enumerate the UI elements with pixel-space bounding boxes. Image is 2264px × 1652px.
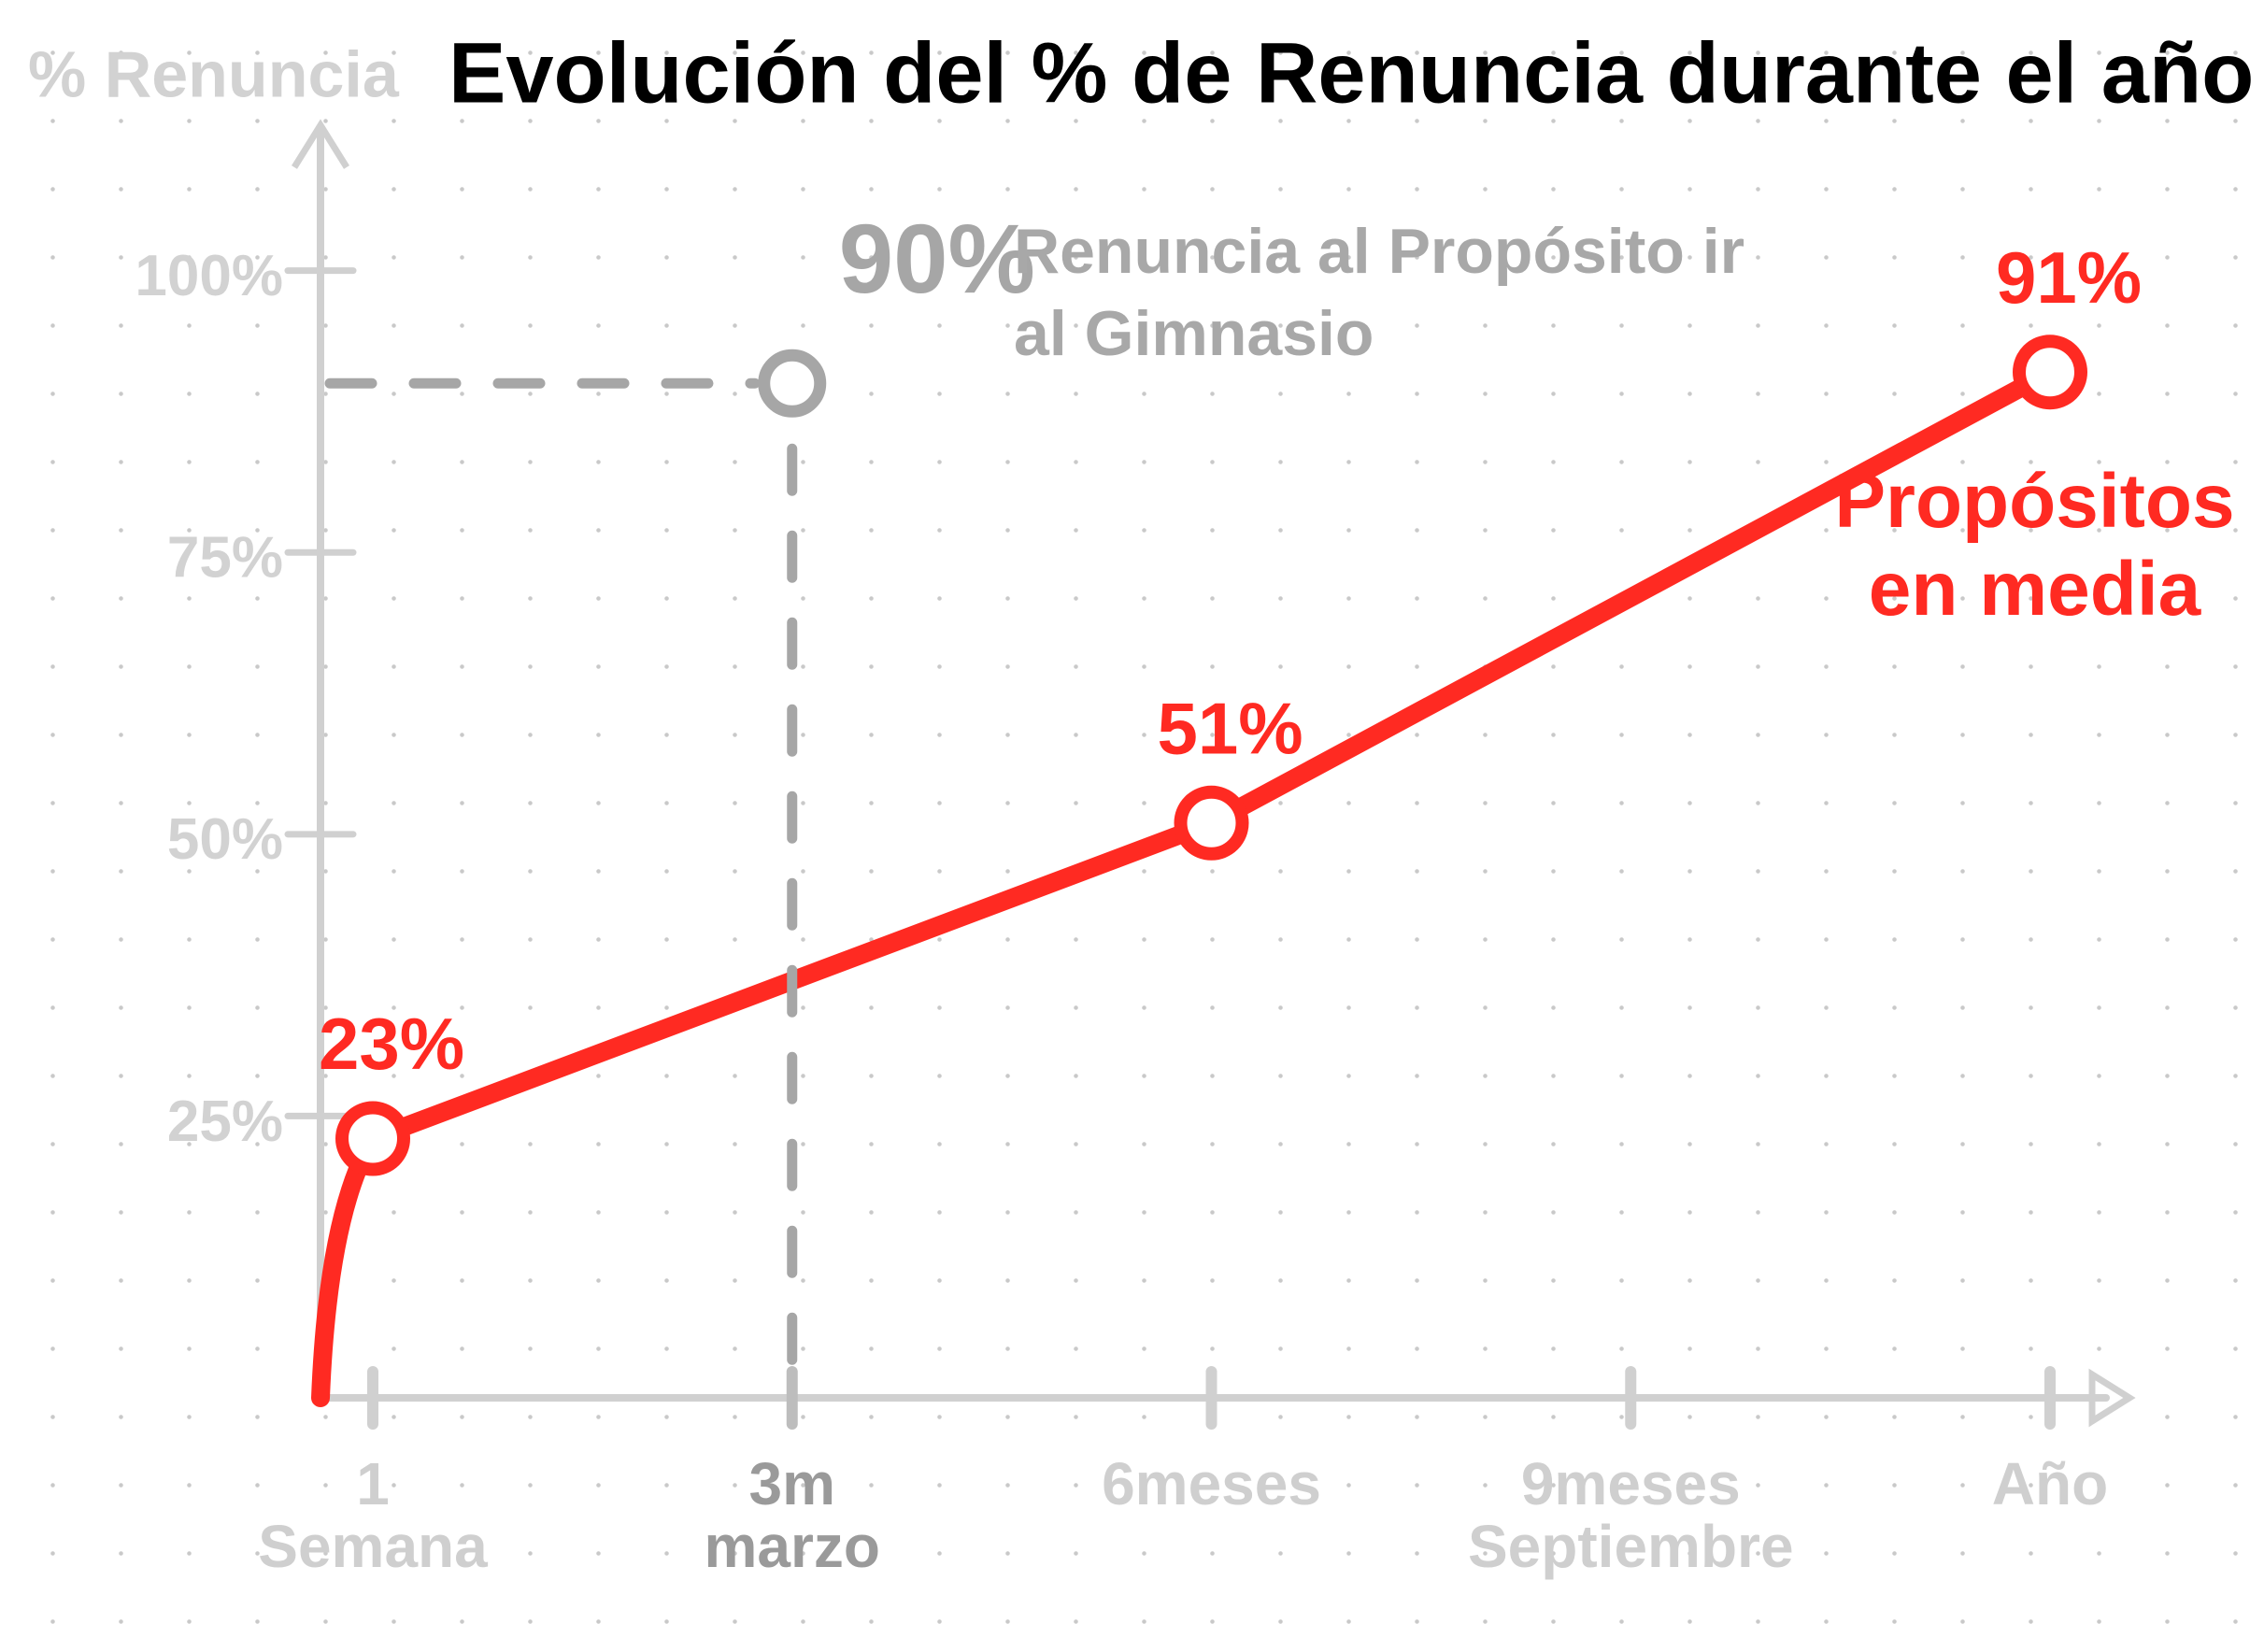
x-axis-arrow bbox=[2088, 1368, 2136, 1428]
value-label: 51% bbox=[1157, 687, 1303, 769]
value-label: 90% bbox=[839, 205, 1035, 314]
y-axis-label: % Renuncia bbox=[28, 37, 400, 110]
point bbox=[2013, 335, 2087, 410]
y-axis-arrow bbox=[292, 119, 349, 169]
value-label: 23% bbox=[319, 1003, 464, 1085]
annotation: Renuncia al Propósito ir al Gimnasio bbox=[1014, 216, 1745, 370]
y-tick-label: 50% bbox=[167, 807, 283, 872]
x-tick-label: 1 Semana bbox=[258, 1450, 488, 1581]
point bbox=[758, 349, 827, 418]
x-tick-label: Año bbox=[1991, 1450, 2109, 1517]
x-tick-label: 9meses Septiembre bbox=[1467, 1450, 1794, 1581]
value-label: 91% bbox=[1996, 236, 2142, 319]
legend-label: Propósitos en media bbox=[1834, 459, 2235, 633]
point bbox=[335, 1101, 410, 1176]
x-tick-label: 3m marzo bbox=[704, 1450, 881, 1581]
chart-title: Evolución del % de Renuncia durante el a… bbox=[449, 25, 2254, 121]
lead-in bbox=[311, 1129, 382, 1407]
x-tick-label: 6meses bbox=[1102, 1450, 1321, 1517]
y-tick-label: 75% bbox=[167, 526, 283, 591]
y-tick-label: 100% bbox=[135, 244, 283, 308]
point bbox=[1174, 785, 1249, 861]
y-tick-label: 25% bbox=[167, 1089, 283, 1154]
